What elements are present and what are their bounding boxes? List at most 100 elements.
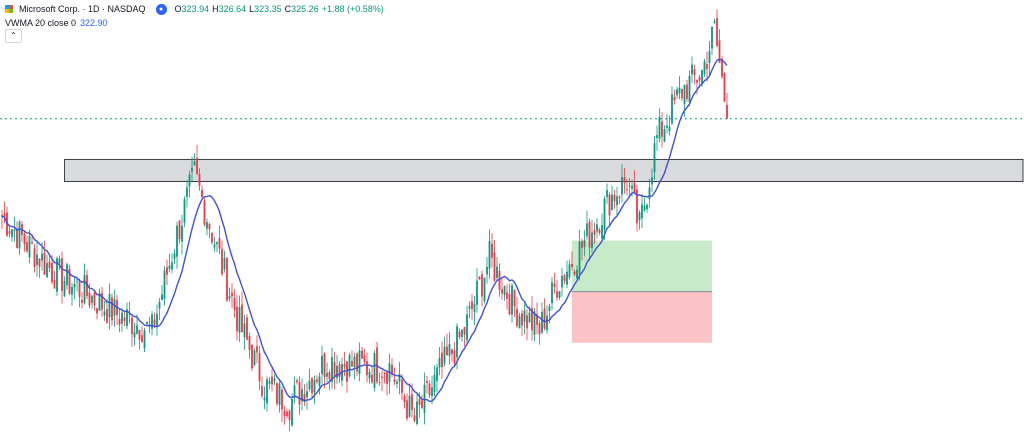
- candle-body: [398, 373, 401, 382]
- candle-body: [438, 357, 441, 368]
- candle-body: [493, 252, 496, 281]
- indicator-label[interactable]: VWMA 20 close 0: [5, 18, 77, 28]
- candle-body: [561, 275, 563, 288]
- position-target-area[interactable]: [572, 240, 712, 292]
- candle-body: [393, 379, 396, 383]
- candle-body: [171, 262, 173, 270]
- candle-body: [658, 116, 661, 139]
- candle-body: [591, 232, 593, 249]
- candle-body: [98, 292, 101, 311]
- candle-body: [281, 389, 283, 410]
- candle-body: [76, 281, 78, 283]
- candle-body: [483, 277, 486, 302]
- low-value: L323.35: [249, 4, 282, 14]
- position-stop-area[interactable]: [572, 291, 712, 343]
- candle-body: [528, 312, 531, 323]
- candle-body: [611, 194, 613, 211]
- symbol-title[interactable]: Microsoft Corp. · 1D · NASDAQ: [19, 4, 146, 14]
- candle-body: [428, 383, 431, 396]
- candle-body: [1, 215, 3, 217]
- candle-body: [433, 375, 436, 392]
- resistance-zone[interactable]: [64, 158, 1024, 183]
- candle-body: [593, 230, 596, 235]
- candle-body: [623, 177, 626, 184]
- candle-body: [606, 190, 608, 197]
- candle-body: [36, 254, 38, 265]
- candle-body: [618, 196, 621, 198]
- candle-body: [363, 355, 366, 362]
- candle-body: [466, 314, 468, 341]
- candle-body: [271, 376, 273, 385]
- candle-body: [291, 398, 293, 426]
- candle-body: [701, 70, 703, 85]
- candle-body: [243, 323, 246, 338]
- candle-body: [238, 307, 241, 333]
- candle-body: [358, 350, 361, 375]
- candle-body: [678, 87, 681, 94]
- candle-body: [333, 361, 336, 377]
- symbol-legend-row[interactable]: Microsoft Corp. · 1D · NASDAQ ● O323.94 …: [5, 2, 384, 16]
- candle-body: [423, 384, 426, 413]
- candle-body: [158, 302, 161, 309]
- candle-body: [191, 167, 193, 172]
- candle-body: [176, 225, 178, 257]
- candle-body: [708, 50, 711, 64]
- candle-body: [233, 298, 236, 311]
- candle-body: [326, 372, 328, 377]
- candle-body: [476, 280, 478, 305]
- candle-body: [418, 398, 421, 405]
- candle-body: [288, 410, 291, 421]
- candle-body: [568, 264, 571, 278]
- close-value: C325.26: [284, 4, 319, 14]
- candle-body: [663, 129, 666, 142]
- candle-body: [38, 258, 41, 267]
- candle-body: [391, 365, 393, 375]
- candle-body: [468, 306, 471, 309]
- candle-body: [598, 229, 601, 233]
- candle-body: [648, 187, 651, 199]
- candle-body: [381, 376, 383, 379]
- candle-body: [496, 266, 498, 278]
- candle-body: [221, 248, 223, 275]
- candle-body: [586, 223, 588, 237]
- candle-body: [478, 276, 481, 280]
- candle-body: [603, 198, 606, 230]
- candle-body: [246, 317, 248, 340]
- candle-body: [523, 310, 526, 322]
- collapse-legend-button[interactable]: ⌃: [5, 29, 22, 43]
- candle-body: [183, 199, 186, 223]
- candle-body: [441, 352, 443, 368]
- candle-body: [656, 135, 658, 138]
- candle-body: [296, 380, 298, 383]
- candle-body: [491, 243, 493, 258]
- candle-body: [353, 356, 356, 367]
- candle-body: [456, 326, 458, 358]
- candle-body: [283, 411, 286, 417]
- candle-body: [498, 270, 501, 290]
- candle-body: [136, 325, 138, 334]
- indicator-legend-row[interactable]: VWMA 20 close 0 322.90: [5, 16, 384, 30]
- candle-body: [223, 257, 226, 270]
- microsoft-logo-icon: [5, 5, 13, 13]
- candle-body: [148, 324, 151, 326]
- realtime-data-icon[interactable]: ●: [155, 3, 167, 15]
- candle-body: [146, 321, 148, 325]
- candle-body: [196, 157, 198, 174]
- candle-body: [643, 205, 646, 211]
- candle-body: [718, 40, 721, 63]
- candle-body: [403, 395, 406, 403]
- candle-body: [636, 189, 638, 224]
- candle-body: [11, 229, 13, 237]
- candle-body: [588, 221, 591, 248]
- candle-body: [173, 253, 176, 259]
- candle-body: [406, 400, 408, 419]
- candle-body: [638, 212, 641, 221]
- candle-body: [273, 378, 276, 382]
- candle-body: [666, 125, 668, 128]
- candle-body: [368, 371, 371, 379]
- candle-body: [361, 350, 363, 359]
- candle-body: [8, 231, 11, 234]
- candle-body: [111, 297, 113, 321]
- candle-body: [521, 313, 523, 326]
